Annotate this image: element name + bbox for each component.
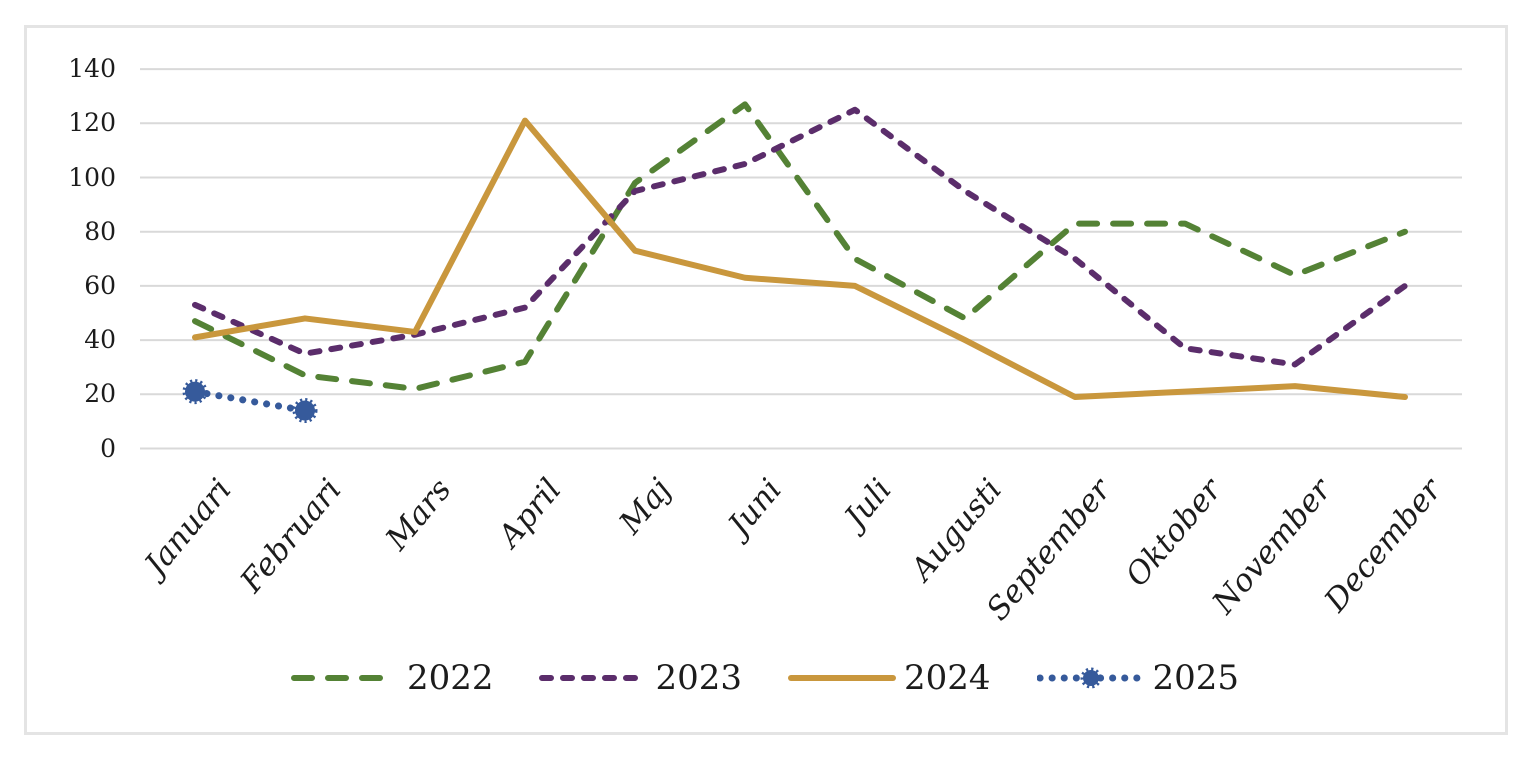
legend-label: 2025 — [1152, 658, 1240, 698]
star-marker — [292, 398, 318, 424]
legend-line-sample-2024 — [788, 675, 896, 681]
y-tick-label: 100 — [68, 162, 116, 192]
legend-item-2023[interactable]: 2023 — [539, 656, 742, 700]
series-line-2023 — [192, 106, 1408, 368]
legend-line-sample-2025 — [1036, 667, 1145, 689]
legend: 2022 2023 2024 2025 — [0, 656, 1530, 700]
y-tick-label: 0 — [100, 433, 116, 463]
star-marker — [182, 379, 208, 405]
chart-frame — [24, 25, 1508, 735]
star-marker — [1080, 667, 1102, 689]
legend-label: 2024 — [904, 658, 991, 698]
y-tick-label: 80 — [84, 216, 116, 246]
y-tick-label: 140 — [68, 54, 116, 84]
y-tick-label: 120 — [68, 108, 116, 138]
legend-item-2022[interactable]: 2022 — [290, 656, 494, 700]
y-tick-label: 40 — [84, 325, 116, 355]
legend-item-2025[interactable]: 2025 — [1036, 656, 1240, 700]
series-line-2024 — [192, 117, 1408, 401]
legend-line-sample-2023 — [539, 675, 648, 681]
y-tick-label: 20 — [84, 379, 116, 409]
legend-item-2024[interactable]: 2024 — [788, 656, 991, 700]
series-line-2022 — [192, 101, 1408, 392]
legend-line-sample-2022 — [290, 675, 399, 681]
legend-label: 2022 — [406, 658, 494, 698]
legend-label: 2023 — [655, 658, 742, 698]
y-tick-label: 60 — [84, 270, 116, 300]
